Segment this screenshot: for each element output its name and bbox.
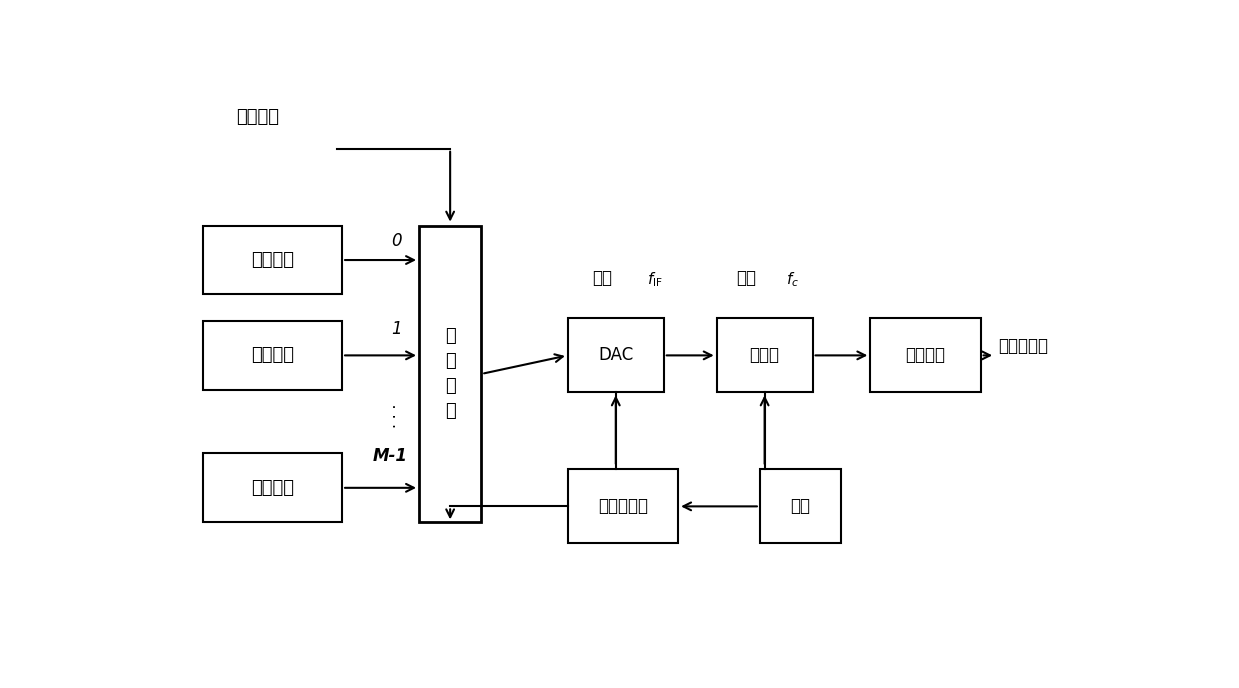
Text: $f_c$: $f_c$ bbox=[786, 270, 799, 289]
Text: 时钟发生器: 时钟发生器 bbox=[598, 497, 648, 515]
Text: 0: 0 bbox=[392, 233, 403, 250]
Bar bbox=[760, 469, 841, 544]
Text: $f_{\mathrm{IF}}$: $f_{\mathrm{IF}}$ bbox=[648, 270, 663, 289]
Bar bbox=[203, 226, 342, 294]
Bar bbox=[567, 319, 664, 392]
Text: 波形样本: 波形样本 bbox=[252, 479, 294, 497]
Text: 中频: 中频 bbox=[592, 268, 612, 286]
Text: 1: 1 bbox=[392, 320, 403, 338]
Text: 晶振: 晶振 bbox=[790, 497, 810, 515]
Bar bbox=[567, 469, 678, 544]
Text: 上变频: 上变频 bbox=[750, 346, 779, 365]
Text: 码元序列: 码元序列 bbox=[237, 108, 280, 126]
Bar bbox=[870, 319, 981, 392]
Text: · · ·: · · · bbox=[389, 404, 404, 429]
Bar bbox=[203, 321, 342, 390]
Text: 多
路
选
择: 多 路 选 择 bbox=[445, 327, 456, 420]
Text: DAC: DAC bbox=[598, 346, 633, 365]
Text: 功率放大: 功率放大 bbox=[906, 346, 945, 365]
Text: 波形样本: 波形样本 bbox=[252, 251, 294, 269]
Text: M-1: M-1 bbox=[373, 447, 408, 465]
Bar bbox=[203, 453, 342, 522]
Text: 射频: 射频 bbox=[736, 268, 756, 286]
Bar bbox=[716, 319, 813, 392]
Text: 至发射天线: 至发射天线 bbox=[997, 337, 1048, 356]
Text: 波形样本: 波形样本 bbox=[252, 346, 294, 365]
Bar bbox=[419, 226, 481, 522]
